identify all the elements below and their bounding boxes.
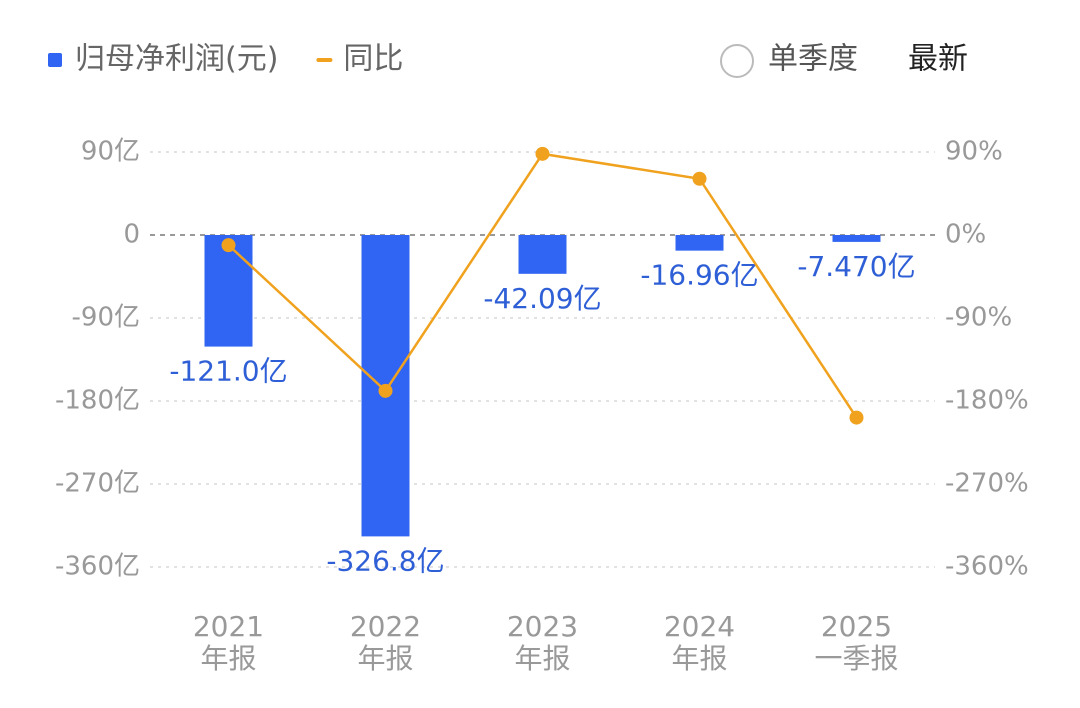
x-tick-label: 一季报 bbox=[814, 642, 898, 675]
x-tick-label: 年报 bbox=[357, 642, 413, 675]
legend-label: 同比 bbox=[343, 42, 403, 77]
bar bbox=[518, 235, 567, 274]
y2-tick-label: 0% bbox=[945, 220, 986, 250]
y2-tick-label: -270% bbox=[945, 469, 1029, 499]
line-point bbox=[378, 383, 393, 398]
line-point bbox=[221, 238, 236, 253]
line-point bbox=[849, 410, 864, 425]
line-point bbox=[535, 146, 550, 161]
y-tick-label: -90亿 bbox=[72, 303, 140, 333]
y-tick-label: 0 bbox=[123, 220, 140, 250]
x-tick-label: 年报 bbox=[200, 642, 256, 675]
y-tick-label: -360亿 bbox=[55, 552, 140, 582]
line-point bbox=[692, 171, 707, 186]
bar bbox=[832, 235, 881, 242]
toggle-radio[interactable] bbox=[720, 44, 754, 78]
y-tick-label: -270亿 bbox=[55, 469, 140, 499]
bar bbox=[204, 235, 253, 347]
x-tick-label: 年报 bbox=[671, 642, 727, 675]
x-tick-label: 2021 bbox=[193, 610, 264, 643]
x-tick-label: 2024 bbox=[664, 610, 735, 643]
period-label[interactable]: 最新 bbox=[908, 42, 968, 77]
value-label: -16.96亿 bbox=[640, 259, 758, 292]
legend-swatch bbox=[48, 53, 62, 67]
value-label: -7.470亿 bbox=[797, 250, 915, 283]
bar bbox=[675, 235, 724, 251]
x-tick-label: 2025 bbox=[821, 610, 892, 643]
x-tick-label: 2023 bbox=[507, 610, 578, 643]
y2-tick-label: 90% bbox=[945, 137, 1003, 167]
y2-tick-label: -360% bbox=[945, 552, 1029, 582]
legend-label: 归母净利润(元) bbox=[75, 42, 278, 77]
value-label: -42.09亿 bbox=[483, 282, 601, 315]
toggle-label[interactable]: 单季度 bbox=[768, 42, 858, 77]
x-tick-label: 年报 bbox=[514, 642, 570, 675]
x-tick-label: 2022 bbox=[350, 610, 421, 643]
y-tick-label: -180亿 bbox=[55, 386, 140, 416]
y2-tick-label: -90% bbox=[945, 303, 1012, 333]
y2-tick-label: -180% bbox=[945, 386, 1029, 416]
y-tick-label: 90亿 bbox=[81, 137, 140, 167]
legend-swatch bbox=[316, 58, 333, 62]
value-label: -326.8亿 bbox=[326, 544, 444, 577]
value-label: -121.0亿 bbox=[169, 355, 287, 388]
